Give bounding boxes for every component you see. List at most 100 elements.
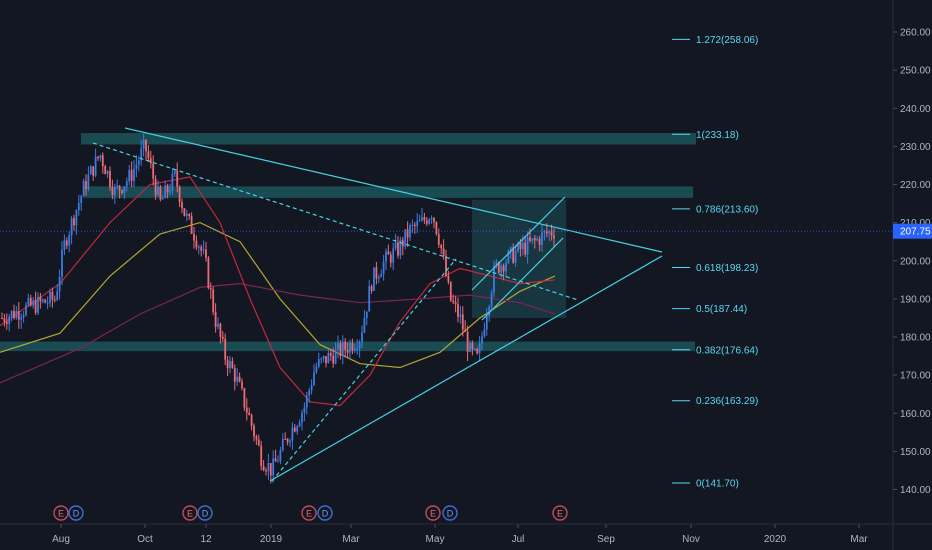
candle <box>104 164 107 175</box>
candle <box>277 455 279 463</box>
candle <box>224 333 227 365</box>
candle <box>94 148 97 178</box>
svg-text:E: E <box>430 509 436 519</box>
candle <box>430 215 433 224</box>
candle <box>142 133 145 157</box>
y-tick-label: 230.00 <box>900 142 931 153</box>
candle <box>61 241 63 286</box>
x-tick-label: Jul <box>512 534 525 545</box>
candle <box>34 291 37 316</box>
dividend-marker[interactable]: D <box>197 505 213 521</box>
fib-level: 0.382(176.64) <box>672 345 758 356</box>
candle <box>505 258 507 278</box>
candle <box>183 208 186 217</box>
candle <box>205 241 207 262</box>
candle <box>279 446 282 465</box>
candle <box>157 180 159 197</box>
x-tick-label: Aug <box>52 534 70 545</box>
candle <box>329 348 332 361</box>
candle <box>238 372 241 383</box>
y-tick-label: 210.00 <box>900 218 931 229</box>
candle <box>466 325 469 362</box>
candle <box>509 246 512 259</box>
last-price-tag <box>893 223 932 239</box>
y-tick-label: 240.00 <box>900 104 931 115</box>
candle <box>80 194 83 211</box>
candle <box>166 183 169 199</box>
candle <box>377 274 380 284</box>
candle <box>454 295 457 313</box>
candle <box>29 294 32 307</box>
y-tick-label: 260.00 <box>900 28 931 39</box>
candle <box>507 248 510 265</box>
candle <box>214 303 217 333</box>
candle <box>533 234 536 249</box>
candle <box>344 338 347 358</box>
candle <box>404 229 407 250</box>
candle <box>349 339 351 359</box>
candle <box>373 267 375 292</box>
earnings-marker[interactable]: E <box>301 505 317 521</box>
candle <box>17 301 20 329</box>
candle <box>433 216 435 229</box>
candle <box>92 166 95 181</box>
candle <box>49 288 51 307</box>
ma-mid-line <box>0 221 556 369</box>
candle <box>341 335 344 365</box>
candle <box>85 174 87 196</box>
fib-level-label: 0(141.70) <box>696 479 739 490</box>
candle <box>435 221 438 236</box>
earnings-marker[interactable]: E <box>425 505 441 521</box>
dividend-marker[interactable]: D <box>68 505 84 521</box>
candle <box>308 387 311 403</box>
candle <box>351 338 354 355</box>
candle <box>425 217 428 227</box>
candle <box>101 152 104 174</box>
earnings-marker[interactable]: E <box>53 505 69 521</box>
candle <box>245 398 248 421</box>
ma-slow-line <box>0 282 556 384</box>
y-tick-label: 180.00 <box>900 333 931 344</box>
candle <box>176 162 179 193</box>
candle <box>229 355 231 374</box>
candle <box>8 313 11 332</box>
fib-level: 1.272(258.06) <box>672 35 758 46</box>
candle <box>375 261 378 285</box>
dividend-marker[interactable]: D <box>317 505 333 521</box>
candle <box>267 453 270 480</box>
candle <box>197 244 200 255</box>
candle <box>65 237 68 250</box>
candle <box>68 231 71 253</box>
dividend-marker[interactable]: D <box>442 505 458 521</box>
candle <box>358 339 361 358</box>
candle <box>411 219 414 234</box>
candle <box>421 207 423 222</box>
candle <box>409 223 411 241</box>
candle <box>529 228 531 243</box>
channel-box <box>472 199 566 318</box>
candle <box>296 424 299 435</box>
candle <box>111 179 114 200</box>
candle <box>149 150 152 169</box>
candle <box>221 331 224 343</box>
candle <box>473 347 476 352</box>
candle <box>385 248 387 271</box>
candle <box>327 349 330 364</box>
earnings-marker[interactable]: E <box>552 505 568 521</box>
candle <box>317 352 320 369</box>
candle <box>382 254 385 281</box>
candle <box>550 224 553 241</box>
candle <box>241 378 243 391</box>
candle <box>461 306 464 337</box>
candle <box>337 335 339 359</box>
candle <box>389 251 392 268</box>
candle <box>301 409 303 431</box>
candle <box>161 195 164 200</box>
fib-level-label: 1(233.18) <box>696 130 739 141</box>
earnings-marker[interactable]: E <box>182 505 198 521</box>
x-tick-label: Mar <box>342 534 360 545</box>
